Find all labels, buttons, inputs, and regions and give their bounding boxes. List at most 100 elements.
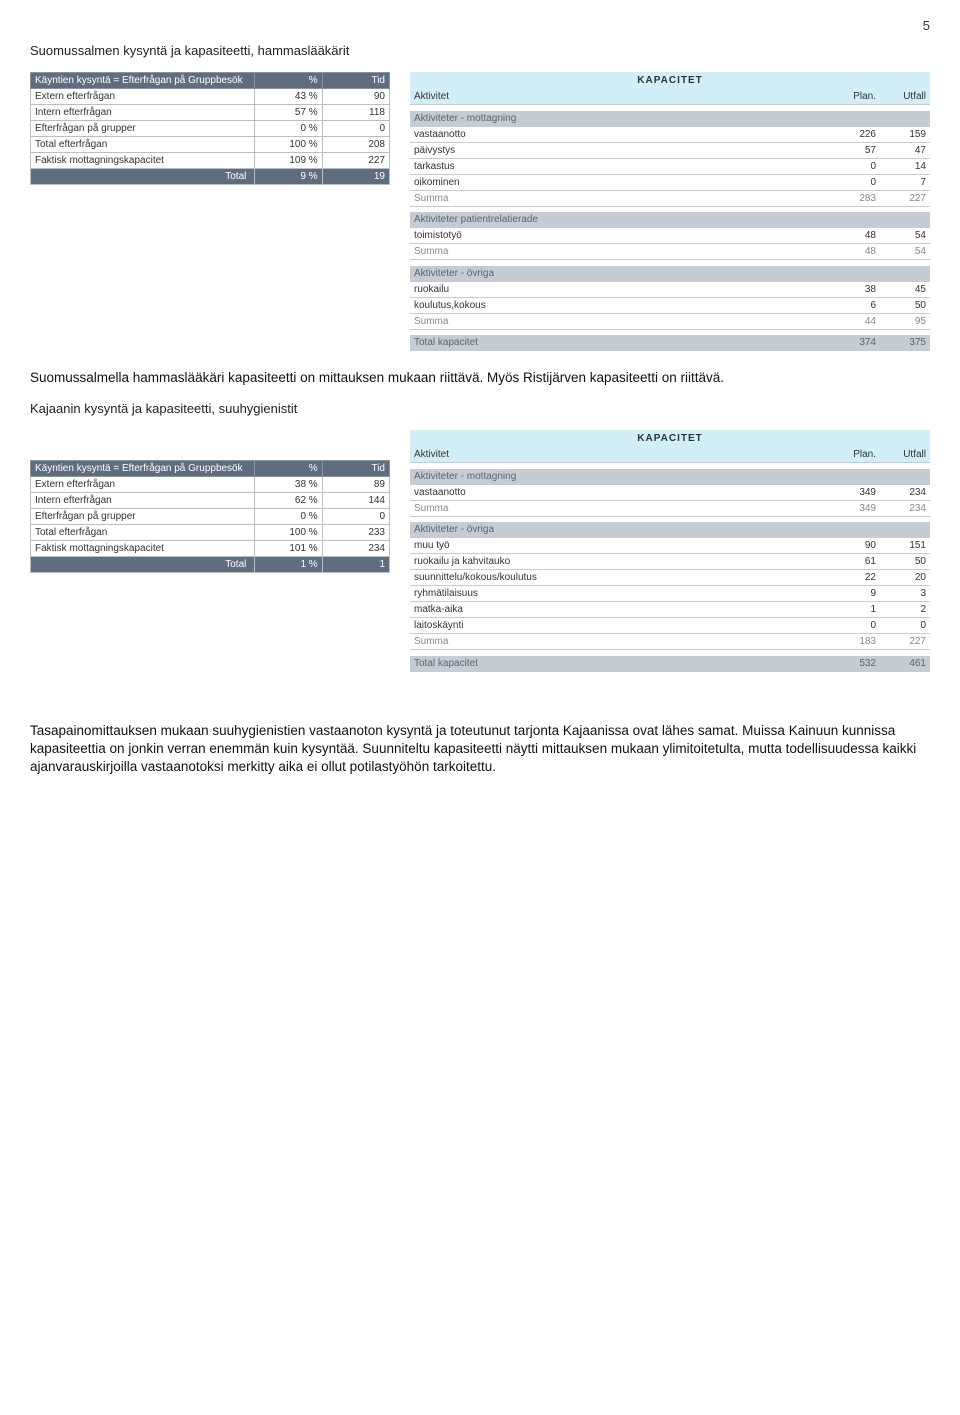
cell: laitoskäynti [410, 618, 830, 634]
cell: 183 [830, 634, 880, 650]
cell: 234 [322, 541, 389, 557]
cell: 48 [830, 244, 880, 260]
plan-label: Plan. [830, 447, 880, 463]
cell: 101 % [255, 541, 322, 557]
cell: 109 % [255, 153, 322, 169]
cell: 7 [880, 174, 930, 190]
demand-table-2: Käyntien kysyntä = Efterfrågan på Gruppb… [30, 460, 390, 573]
cell: 0 [322, 121, 389, 137]
cell: 1 % [255, 557, 322, 573]
demand2-header-tid: Tid [322, 461, 389, 477]
cell: suunnittelu/kokous/koulutus [410, 570, 830, 586]
cell: 38 % [255, 477, 322, 493]
cell: 234 [880, 500, 930, 516]
cell: 44 [830, 313, 880, 329]
utfall-label: Utfall [880, 447, 930, 463]
capacity-table-2: Aktivitet Plan. Utfall Aktiviteter - mot… [410, 447, 930, 672]
cell: 227 [322, 153, 389, 169]
cell: 227 [880, 634, 930, 650]
cell: 43 % [255, 89, 322, 105]
demand1-header-tid: Tid [322, 73, 389, 89]
cell: tarkastus [410, 158, 830, 174]
capacity-table-1: Aktivitet Plan. Utfall Aktiviteter - mot… [410, 89, 930, 351]
cell: 14 [880, 158, 930, 174]
cell: 22 [830, 570, 880, 586]
cell: 0 [830, 174, 880, 190]
mottagning-header: Aktiviteter - mottagning [410, 469, 930, 485]
cell: päivystys [410, 142, 830, 158]
cell: Total kapacitet [410, 335, 830, 351]
cell: 349 [830, 484, 880, 500]
cell: 1 [322, 557, 389, 573]
cell: ryhmätilaisuus [410, 586, 830, 602]
cell: 6 [830, 297, 880, 313]
ovriga-header: Aktiviteter - övriga [410, 522, 930, 538]
cell: muu työ [410, 538, 830, 554]
cell: 90 [322, 89, 389, 105]
cell: Summa [410, 634, 830, 650]
cell: 234 [880, 484, 930, 500]
cell: toimistotyö [410, 228, 830, 244]
utfall-label: Utfall [880, 89, 930, 105]
mottagning-header: Aktiviteter - mottagning [410, 111, 930, 127]
cell: Extern efterfrågan [31, 477, 255, 493]
demand2-header-label: Käyntien kysyntä = Efterfrågan på Gruppb… [31, 461, 255, 477]
section1-title: Suomussalmen kysyntä ja kapasiteetti, ha… [30, 43, 930, 58]
cell: 100 % [255, 137, 322, 153]
cell: 0 [880, 618, 930, 634]
cell: 62 % [255, 493, 322, 509]
cell: 208 [322, 137, 389, 153]
cell: Summa [410, 190, 830, 206]
page-number: 5 [30, 18, 930, 33]
cell: 375 [880, 335, 930, 351]
cell: 0 [830, 158, 880, 174]
cell: 50 [880, 554, 930, 570]
cell: 89 [322, 477, 389, 493]
cell: Summa [410, 244, 830, 260]
cell: Total efterfrågan [31, 137, 255, 153]
aktivitet-label: Aktivitet [410, 89, 830, 105]
cell: ruokailu [410, 281, 830, 297]
demand1-header-label: Käyntien kysyntä = Efterfrågan på Gruppb… [31, 73, 255, 89]
cell: Faktisk mottagningskapacitet [31, 541, 255, 557]
cell: 57 [830, 142, 880, 158]
cell: 159 [880, 126, 930, 142]
capacity1-title: KAPACITET [410, 72, 930, 89]
demand-table-1: Käyntien kysyntä = Efterfrågan på Gruppb… [30, 72, 390, 185]
demand1-header-pct: % [255, 73, 322, 89]
cell: 532 [830, 656, 880, 672]
cell: 9 [830, 586, 880, 602]
capacity2-title: KAPACITET [410, 430, 930, 447]
cell: 2 [880, 602, 930, 618]
section2-title: Kajaanin kysyntä ja kapasiteetti, suuhyg… [30, 401, 930, 416]
cell: 0 % [255, 121, 322, 137]
cell: koulutus,kokous [410, 297, 830, 313]
cell: 0 [322, 509, 389, 525]
cell: 45 [880, 281, 930, 297]
cell: 349 [830, 500, 880, 516]
cell: 144 [322, 493, 389, 509]
cell: vastaanotto [410, 484, 830, 500]
cell: 48 [830, 228, 880, 244]
cell: oikominen [410, 174, 830, 190]
cell: 90 [830, 538, 880, 554]
cell: Extern efterfrågan [31, 89, 255, 105]
cell: matka-aika [410, 602, 830, 618]
cell: 20 [880, 570, 930, 586]
cell: 54 [880, 244, 930, 260]
cell: 61 [830, 554, 880, 570]
cell: 0 [830, 618, 880, 634]
cell: Total kapacitet [410, 656, 830, 672]
cell: 38 [830, 281, 880, 297]
cell: 461 [880, 656, 930, 672]
cell: 57 % [255, 105, 322, 121]
body-text-2: Tasapainomittauksen mukaan suuhygienisti… [30, 722, 930, 777]
cell: Efterfrågan på grupper [31, 509, 255, 525]
cell: 118 [322, 105, 389, 121]
cell: 226 [830, 126, 880, 142]
cell: 9 % [255, 169, 322, 185]
cell: Total efterfrågan [31, 525, 255, 541]
aktivitet-label: Aktivitet [410, 447, 830, 463]
cell: 0 % [255, 509, 322, 525]
cell: Efterfrågan på grupper [31, 121, 255, 137]
